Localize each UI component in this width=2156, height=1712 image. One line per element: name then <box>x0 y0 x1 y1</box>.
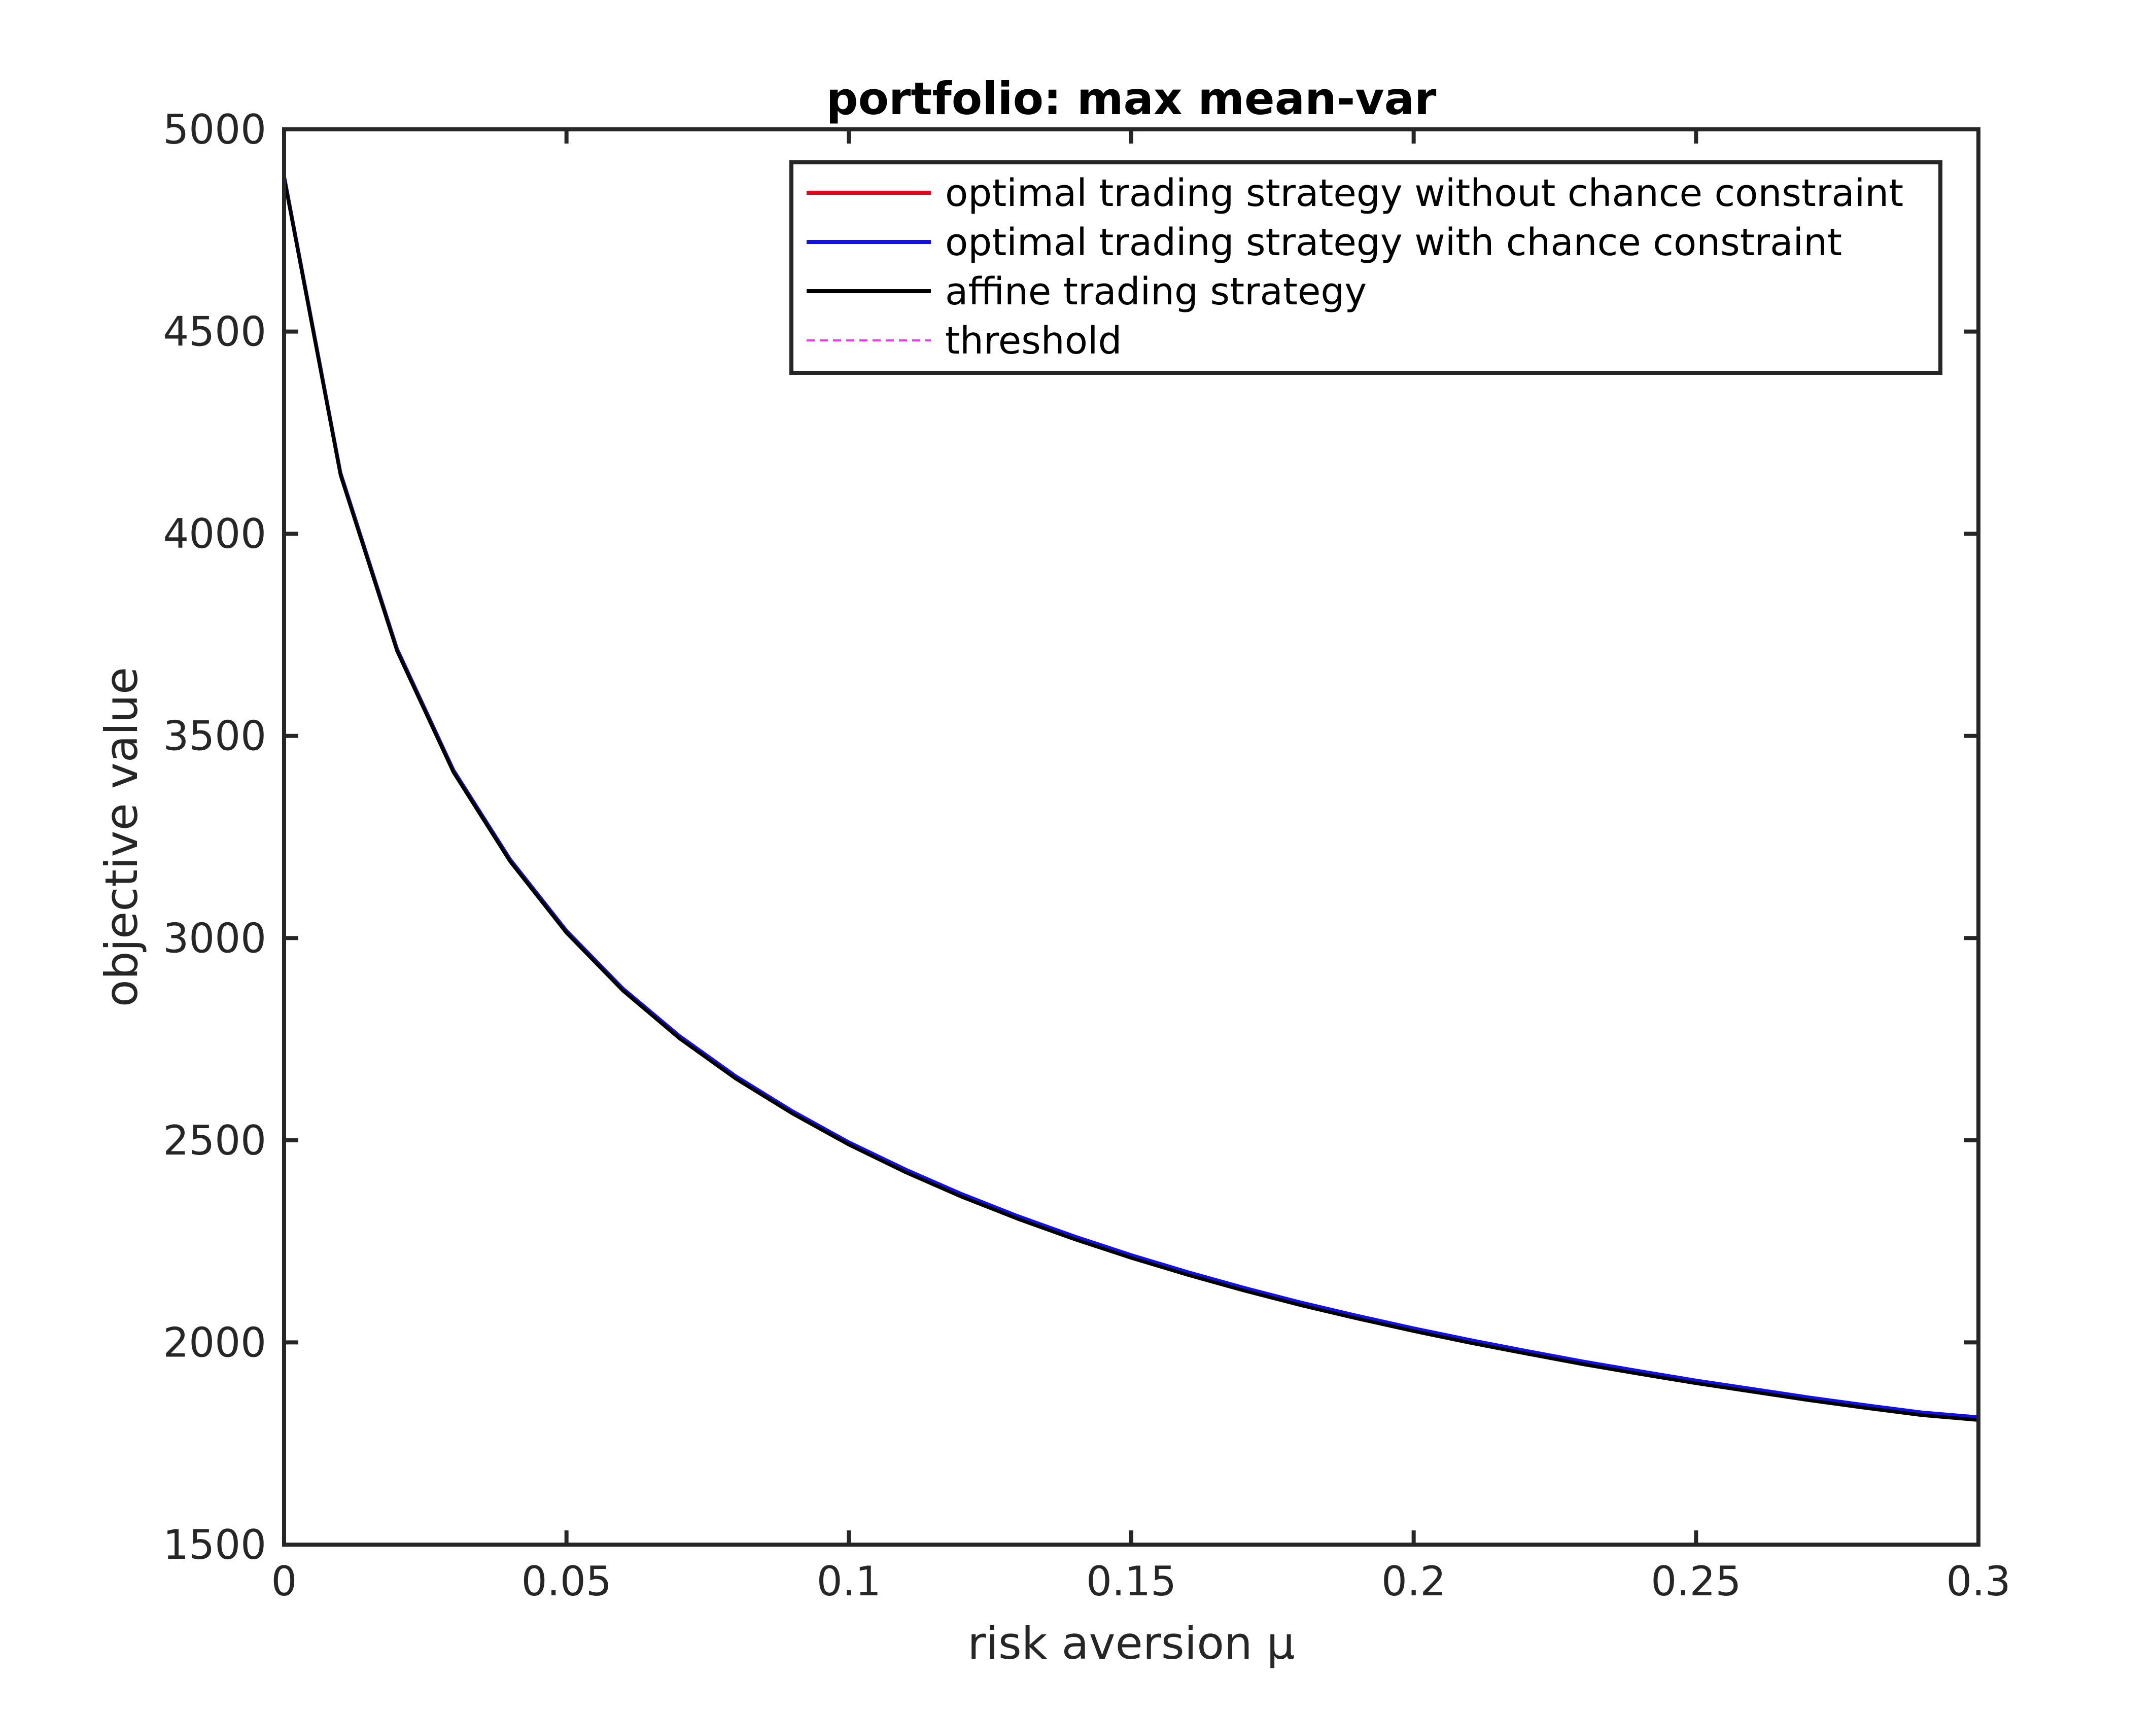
x-tick-label: 0.3 <box>1946 1558 2010 1605</box>
x-tick-label: 0.25 <box>1651 1558 1741 1605</box>
y-tick-label: 4000 <box>163 510 266 557</box>
y-axis-label: objective value <box>95 667 148 1007</box>
axes-frame <box>282 127 1980 1547</box>
x-tick-label: 0.05 <box>521 1558 612 1605</box>
axis-ticks: 0 0.05 0.1 0.15 0.2 0.25 0.3 1500 2000 2500 3000 35… <box>163 106 2010 1605</box>
y-tick-label: 1500 <box>163 1521 266 1568</box>
series-line-affine-trading-strategy <box>282 178 1979 1422</box>
x-tick-label: 0.15 <box>1086 1558 1176 1605</box>
legend-label: optimal trading strategy with chance con… <box>945 221 1842 264</box>
legend-label: optimal trading strategy without chance … <box>945 171 1903 215</box>
legend-box <box>789 160 1942 375</box>
y-tick-label: 3000 <box>163 915 266 962</box>
legend-label: affine trading strategy <box>945 270 1367 313</box>
y-tick-label: 2000 <box>163 1319 266 1366</box>
y-tick-label: 5000 <box>163 106 266 153</box>
x-tick-label: 0.2 <box>1381 1558 1446 1605</box>
chart-title: portfolio: max mean-var <box>826 73 1437 125</box>
x-axis-label: risk aversion μ <box>967 1617 1295 1669</box>
x-tick-label: 0 <box>271 1558 297 1605</box>
legend-label: threshold <box>945 319 1122 363</box>
legend: optimal trading strategy without chance … <box>789 160 1942 375</box>
y-tick-label: 2500 <box>163 1117 266 1164</box>
y-tick-label: 4500 <box>163 308 266 356</box>
y-tick-label: 3500 <box>163 713 266 760</box>
x-tick-label: 0.1 <box>817 1558 881 1605</box>
